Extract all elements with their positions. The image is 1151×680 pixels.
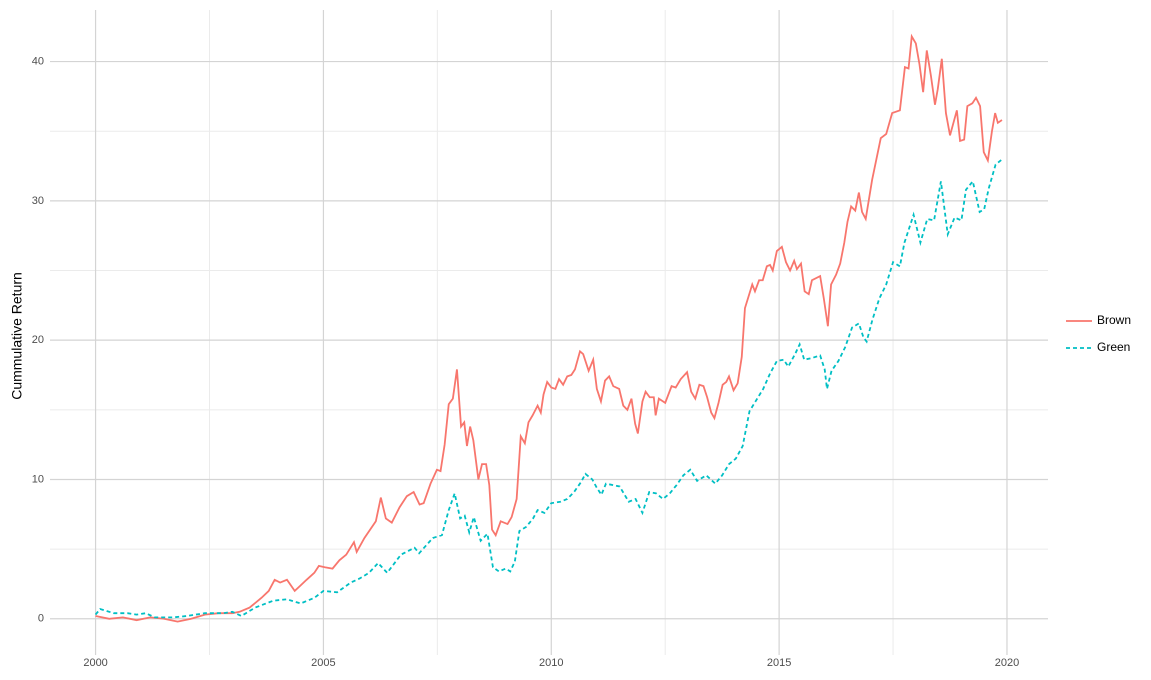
y-tick-label: 30 xyxy=(32,195,44,207)
legend-label: Green xyxy=(1097,340,1130,354)
x-tick-label: 2005 xyxy=(311,657,335,669)
x-tick-label: 2010 xyxy=(539,657,563,669)
y-tick-label: 40 xyxy=(32,55,44,67)
y-tick-label: 20 xyxy=(32,334,44,346)
y-tick-label: 0 xyxy=(38,613,44,625)
y-tick-label: 10 xyxy=(32,473,44,485)
x-tick-label: 2015 xyxy=(767,657,791,669)
y-axis-title: Cummulative Return xyxy=(9,272,25,400)
x-tick-label: 2020 xyxy=(995,657,1019,669)
series-line xyxy=(94,158,1003,619)
series-line xyxy=(95,33,1003,623)
legend-label: Brown xyxy=(1097,313,1131,327)
x-tick-label: 2000 xyxy=(83,657,107,669)
